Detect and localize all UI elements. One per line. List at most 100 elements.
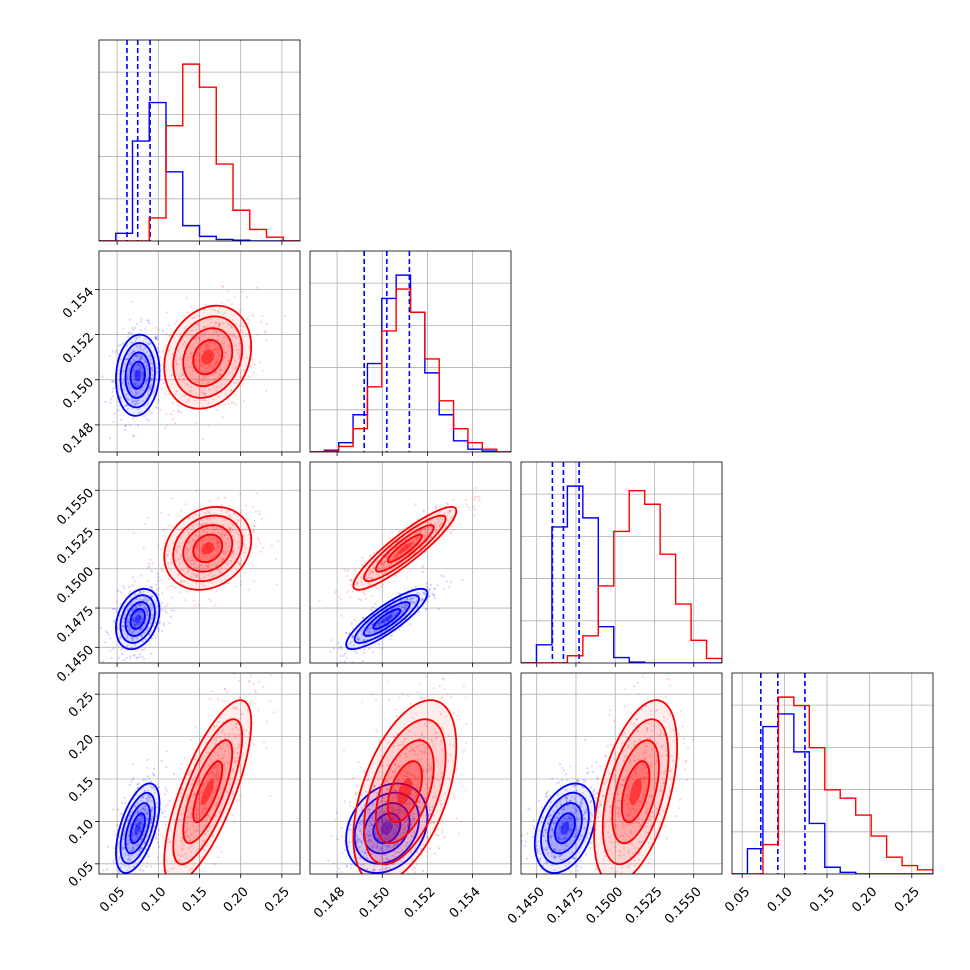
sample-point xyxy=(242,368,245,372)
sample-point xyxy=(222,763,225,766)
sample-point xyxy=(133,580,136,583)
sample-point xyxy=(371,846,374,849)
sample-point xyxy=(139,616,142,619)
sample-point xyxy=(231,728,234,731)
sample-point xyxy=(537,799,540,802)
sample-point xyxy=(395,759,399,762)
sample-point xyxy=(208,365,211,368)
sample-point xyxy=(157,629,160,633)
sample-point xyxy=(437,779,440,782)
sample-point xyxy=(138,616,141,619)
x-tick-label-1-1: 0.150 xyxy=(356,884,393,921)
sample-point xyxy=(422,743,425,746)
sample-point xyxy=(139,848,142,851)
sample-point xyxy=(246,518,249,521)
sample-point xyxy=(119,397,122,400)
sample-point xyxy=(205,367,208,370)
sample-point xyxy=(151,373,154,376)
sample-point xyxy=(401,860,404,863)
sample-point xyxy=(410,774,413,777)
sample-point xyxy=(242,357,245,360)
sample-point xyxy=(132,434,136,437)
sample-point xyxy=(137,364,140,368)
sample-point xyxy=(349,823,352,826)
sample-point xyxy=(162,622,166,625)
sample-point xyxy=(135,623,138,626)
sample-point xyxy=(404,812,407,815)
y-tick-label-2-0: 0.1450 xyxy=(54,643,97,686)
sample-point xyxy=(368,631,371,634)
sample-point xyxy=(373,567,376,570)
sample-point xyxy=(383,868,386,871)
sample-point xyxy=(139,320,143,323)
sample-point xyxy=(217,757,220,761)
sample-point xyxy=(216,539,219,543)
sample-point xyxy=(140,821,143,824)
sample-point xyxy=(435,517,439,520)
sample-point xyxy=(112,380,115,383)
sample-point xyxy=(256,286,259,289)
sample-point xyxy=(224,760,228,764)
sample-point xyxy=(139,379,142,382)
sample-point xyxy=(424,747,427,750)
sample-point xyxy=(450,695,453,698)
sample-point xyxy=(190,305,193,309)
sample-point xyxy=(147,793,150,796)
sample-point xyxy=(369,839,372,842)
sample-point xyxy=(345,656,349,659)
sample-point xyxy=(218,323,221,326)
sample-point xyxy=(228,527,232,530)
sample-point xyxy=(438,685,442,688)
sample-point xyxy=(409,822,412,825)
sample-point xyxy=(135,371,138,374)
sample-point xyxy=(118,404,121,407)
sample-point xyxy=(228,732,231,735)
sample-point xyxy=(553,848,556,851)
sample-point xyxy=(115,882,117,884)
sample-point xyxy=(198,797,201,800)
sample-point xyxy=(380,827,383,830)
sample-point xyxy=(394,789,397,792)
sample-point xyxy=(204,511,207,515)
sample-point xyxy=(138,358,141,362)
sample-point xyxy=(365,857,369,860)
sample-point xyxy=(198,548,201,552)
sample-point xyxy=(121,877,123,879)
sample-point xyxy=(411,539,414,543)
sample-point xyxy=(436,827,440,831)
sample-point xyxy=(387,553,390,556)
sample-point xyxy=(389,825,393,828)
sample-point xyxy=(392,744,396,747)
sample-point xyxy=(131,619,134,622)
sample-point xyxy=(134,382,137,385)
sample-point xyxy=(393,554,397,558)
sample-point xyxy=(147,798,150,802)
panel-3-1: 0.148 0.150 0.152 0.154 xyxy=(309,672,512,921)
sample-point xyxy=(375,572,378,576)
sample-point xyxy=(145,600,149,603)
sample-point xyxy=(221,731,224,734)
sample-point xyxy=(329,650,332,653)
sample-point xyxy=(142,405,146,408)
sample-point xyxy=(127,620,130,623)
sample-point xyxy=(127,622,130,625)
sample-point xyxy=(548,882,550,884)
x-tick-label-0-0: 0.05 xyxy=(97,884,128,915)
sample-point xyxy=(133,404,137,407)
sample-point xyxy=(145,365,148,368)
sample-point xyxy=(394,824,397,827)
sample-point xyxy=(410,782,413,785)
sample-point xyxy=(406,598,409,601)
sample-point xyxy=(240,329,243,332)
sample-point xyxy=(401,610,404,613)
sample-point xyxy=(223,342,226,345)
sample-point xyxy=(150,780,153,783)
sample-point xyxy=(138,407,141,410)
sample-point xyxy=(375,629,378,633)
sample-point xyxy=(369,626,372,629)
sample-point xyxy=(381,583,385,586)
sample-point xyxy=(351,661,354,663)
sample-point xyxy=(422,510,426,513)
sample-point xyxy=(373,867,376,870)
sample-point xyxy=(204,394,207,397)
